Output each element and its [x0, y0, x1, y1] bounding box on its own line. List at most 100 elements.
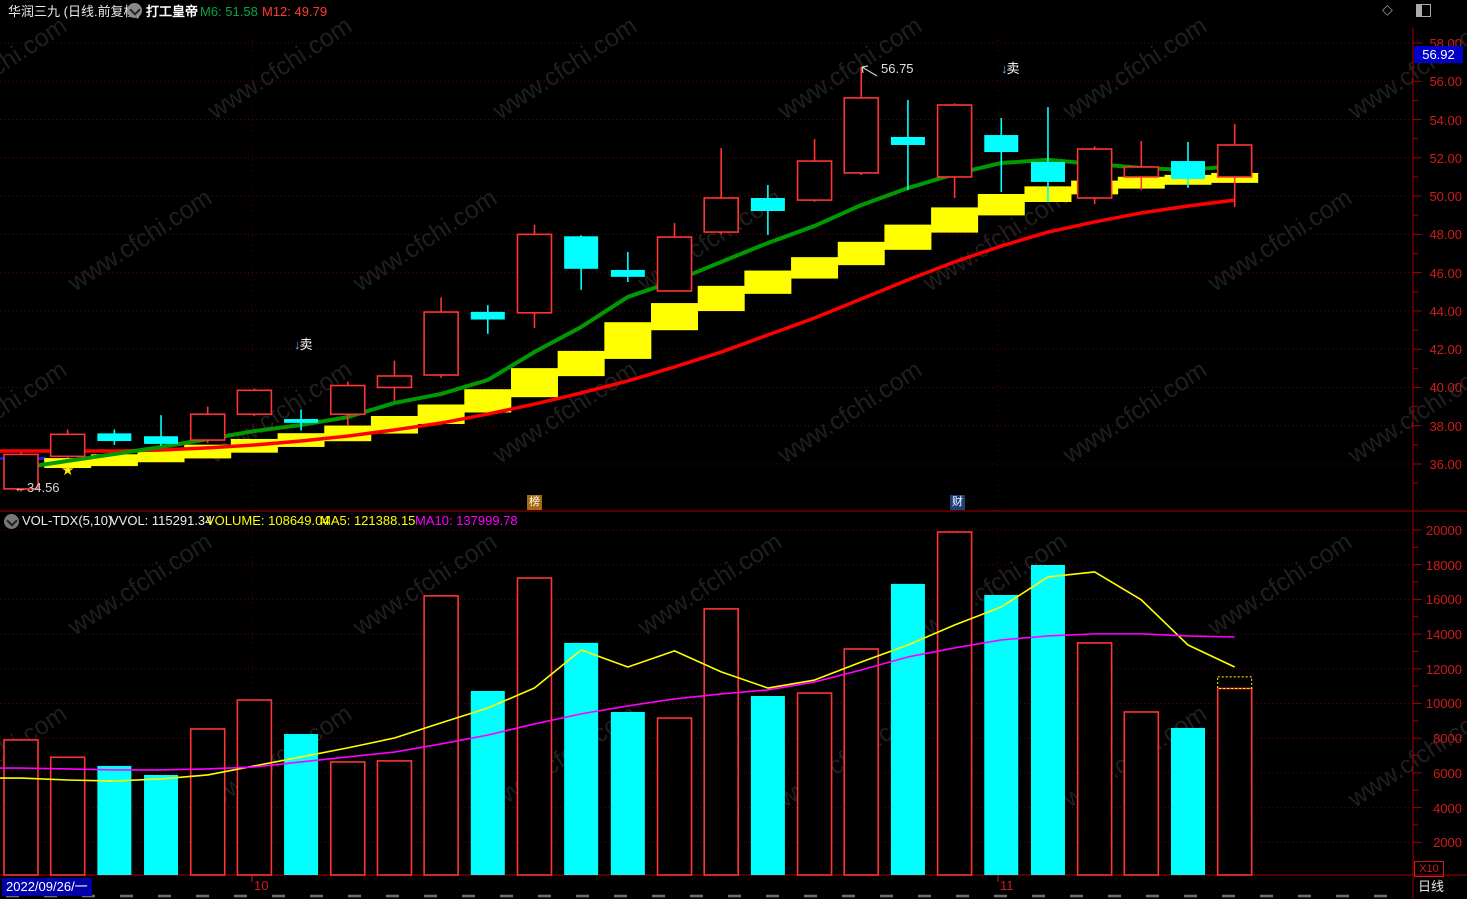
star-marker-icon: ★ — [61, 462, 75, 479]
volume-axis-label: 2000 — [1433, 835, 1462, 851]
watermark: www.cfchi.com — [1342, 12, 1467, 126]
volume-bar-up — [189, 728, 226, 876]
ladder-step — [884, 224, 932, 250]
ladder-step — [44, 458, 92, 468]
high-price-annotation: 56.75 — [881, 61, 914, 76]
ma6-value-label: M6: 51.58 — [200, 4, 258, 19]
event-badge-cai[interactable]: 财 — [950, 495, 965, 510]
ladder-step — [90, 454, 138, 467]
price-axis-label: 56.00 — [1429, 74, 1462, 90]
watermark: www.cfchi.com — [202, 12, 357, 126]
volume-axis-label: 6000 — [1433, 765, 1462, 781]
candle-up — [329, 384, 366, 416]
candle-down — [97, 433, 132, 442]
price-axis-label: 40.00 — [1429, 380, 1462, 396]
candle-down — [890, 136, 925, 145]
volume-ma10-line — [0, 633, 1235, 771]
volume-indicator-label[interactable]: VOL-TDX(5,10) — [22, 513, 113, 528]
month-axis-label: 10 — [254, 878, 269, 893]
sell-marker-2: ↓卖 — [1001, 61, 1020, 76]
sell-marker-1: ↓卖 — [294, 337, 313, 352]
volume-value: VOLUME: 108649.04 — [206, 513, 330, 528]
candle-down — [750, 198, 785, 212]
watermark: www.cfchi.com — [1202, 528, 1357, 642]
volume-bar-down — [1171, 727, 1205, 875]
volume-axis-label: 10000 — [1425, 696, 1462, 712]
ladder-step — [557, 350, 605, 377]
period-button[interactable]: 日线 — [1418, 879, 1445, 894]
volume-bar-up — [936, 531, 973, 876]
volume-ma5-line — [0, 571, 1236, 782]
watermark: www.cfchi.com — [62, 184, 217, 298]
page-title: 华润三九 (日线.前复权) — [8, 4, 141, 19]
ladder-step — [651, 303, 699, 331]
watermark: www.cfchi.com — [347, 184, 502, 298]
watermark: www.cfchi.com — [1342, 356, 1467, 470]
candle-up — [516, 233, 553, 314]
candle-down — [984, 135, 1019, 153]
event-badge-bang[interactable]: 榜 — [527, 495, 542, 510]
price-axis-label: 38.00 — [1429, 418, 1462, 434]
low-price-annotation: ←34.56 — [14, 480, 60, 495]
ladder-step — [791, 257, 839, 279]
down-arrow-icon: ↓ — [1001, 61, 1008, 76]
price-axis-label: 54.00 — [1429, 112, 1462, 128]
watermark: www.cfchi.com — [62, 528, 217, 642]
candle-up — [423, 311, 459, 376]
watermark: www.cfchi.com — [1057, 356, 1212, 470]
price-axis-label: 48.00 — [1429, 227, 1462, 243]
volume-bar-down — [470, 690, 505, 875]
volume-ma5-value: MA5: 121388.15 — [320, 513, 416, 528]
volume-axis-label: 20000 — [1425, 522, 1462, 538]
ladder-step — [744, 270, 792, 294]
candle-down — [564, 236, 599, 269]
ladder-step — [977, 194, 1025, 216]
ladder-step — [931, 207, 979, 233]
volume-bar-down — [564, 642, 599, 875]
watermark: www.cfchi.com — [487, 12, 642, 126]
chevron-down-icon-volume[interactable] — [4, 514, 19, 529]
candle-up — [1216, 144, 1253, 178]
volume-axis-label: 8000 — [1433, 731, 1462, 747]
candle-up — [796, 160, 833, 201]
volume-bar-up — [843, 648, 880, 876]
candle-down — [144, 436, 179, 444]
candle-down — [610, 269, 645, 277]
window-restore-icon[interactable] — [1416, 4, 1431, 17]
price-axis-label: 50.00 — [1429, 189, 1462, 205]
volume-bar-down — [610, 711, 645, 875]
volume-multiplier-badge: X10 — [1414, 861, 1444, 877]
volume-bar-up — [3, 739, 39, 876]
candle-up — [49, 433, 86, 458]
volume-ma10-value: MA10: 137999.78 — [415, 513, 518, 528]
volume-bar-down — [890, 583, 925, 875]
volume-bar-down — [750, 696, 785, 875]
candle-up — [1123, 166, 1160, 178]
candle-up — [189, 413, 226, 441]
price-axis-label: 46.00 — [1429, 265, 1462, 281]
volume-bar-up — [1216, 687, 1253, 876]
current-price-badge: 56.92 — [1414, 46, 1463, 63]
vvol-value: VVOL: 115291.34 — [110, 513, 213, 528]
volume-bar-up — [703, 608, 740, 876]
watermark: www.cfchi.com — [1342, 700, 1467, 814]
volume-bar-up — [656, 717, 693, 876]
candle-up — [703, 197, 740, 233]
chevron-down-icon[interactable] — [127, 3, 142, 18]
volume-axis-label: 4000 — [1433, 800, 1462, 816]
high-annotation-arrow — [861, 65, 878, 77]
candle-down — [470, 311, 505, 320]
volume-bar-up — [423, 595, 459, 876]
title-bar: 华润三九 (日线.前复权) 打工皇帝 M6: 51.58 M12: 49.79 … — [0, 0, 1467, 22]
diamond-icon[interactable]: ◇ — [1382, 1, 1393, 17]
ladder-step — [837, 241, 885, 266]
ladder-step — [604, 322, 652, 359]
volume-bar-up — [376, 760, 413, 876]
volume-bar-up — [49, 756, 86, 876]
candle-up — [3, 453, 39, 490]
candle-up — [236, 389, 273, 416]
candle-up — [376, 375, 413, 389]
volume-bar-up — [1123, 711, 1160, 876]
